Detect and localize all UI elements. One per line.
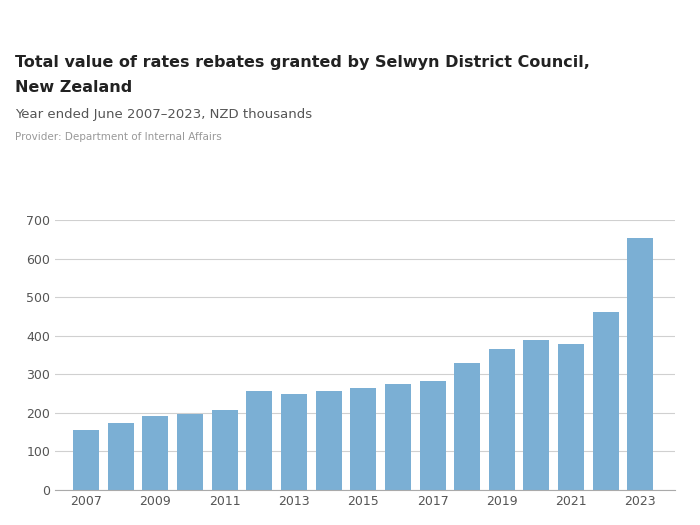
Text: Total value of rates rebates granted by Selwyn District Council,: Total value of rates rebates granted by … xyxy=(15,55,590,70)
Bar xyxy=(385,384,411,490)
Bar xyxy=(627,238,653,490)
Bar xyxy=(281,394,307,490)
Bar xyxy=(246,391,272,490)
Text: New Zealand: New Zealand xyxy=(15,80,132,95)
Bar xyxy=(489,349,514,490)
Bar xyxy=(316,391,342,490)
Text: Year ended June 2007–2023, NZD thousands: Year ended June 2007–2023, NZD thousands xyxy=(15,108,312,121)
Bar xyxy=(350,388,377,490)
Bar xyxy=(454,363,480,490)
Text: figure.nz: figure.nz xyxy=(603,17,673,31)
Bar xyxy=(593,312,619,490)
Bar xyxy=(108,423,134,490)
Text: Provider: Department of Internal Affairs: Provider: Department of Internal Affairs xyxy=(15,132,222,142)
Bar xyxy=(177,414,203,490)
Bar xyxy=(558,344,584,490)
Bar xyxy=(74,430,99,490)
Bar xyxy=(419,381,445,490)
Bar xyxy=(211,410,238,490)
Bar xyxy=(143,416,169,490)
Bar xyxy=(524,340,550,490)
